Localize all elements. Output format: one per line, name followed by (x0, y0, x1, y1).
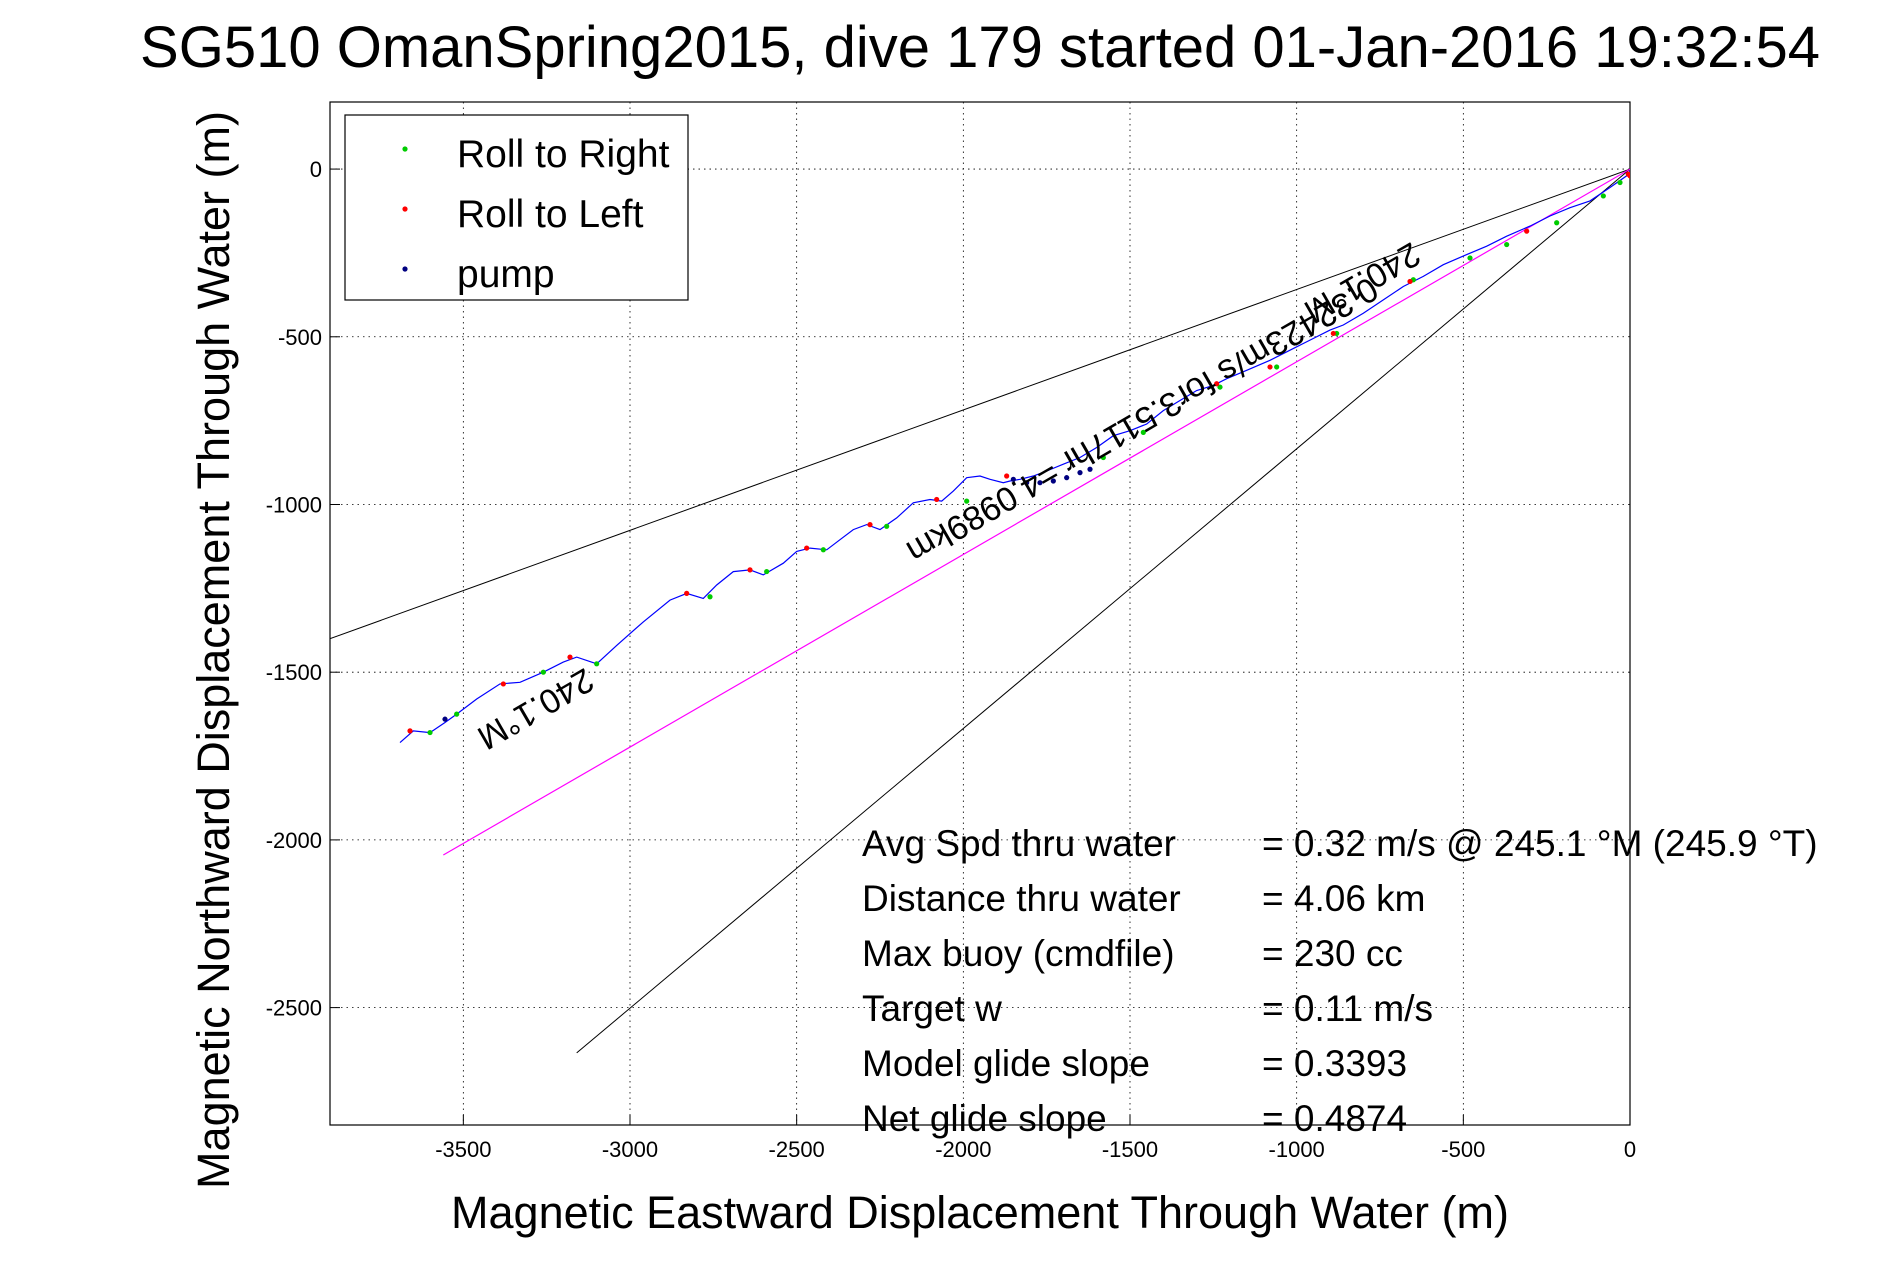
roll-right-marker (1100, 454, 1106, 461)
plot-area (330, 168, 1630, 1054)
stats-block: Avg Spd thru water = 0.32 m/s @ 245.1 °M … (862, 823, 1818, 1139)
y-axis-label: Magnetic Northward Displacement Through … (188, 111, 239, 1189)
roll-left-marker (934, 496, 940, 503)
roll-right-marker (707, 594, 713, 600)
legend: Roll to Right Roll to Left pump (344, 114, 689, 301)
x-axis-label: Magnetic Eastward Displacement Through W… (451, 1187, 1509, 1238)
plot-frame (329, 101, 1631, 1126)
y-tick-label: -2500 (266, 996, 322, 1021)
pump-marker (1064, 475, 1070, 481)
x-tick-label: -500 (1441, 1137, 1485, 1162)
roll-right-marker (1600, 193, 1606, 199)
stat-label: Model glide slope (862, 1043, 1150, 1084)
y-axis: 0 -500 -1000 -1500 -2000 -2500 (266, 157, 340, 1021)
roll-left-marker (1214, 381, 1220, 387)
pump-marker (1037, 480, 1043, 486)
stat-label: Net glide slope (862, 1098, 1107, 1139)
roll-left-marker (684, 590, 690, 596)
legend-label: pump (457, 253, 555, 296)
roll-right-marker (1467, 255, 1473, 261)
roll-right-marker (884, 523, 890, 529)
x-tick-label: -1500 (1102, 1137, 1158, 1162)
wedge-lines (330, 168, 1630, 1054)
x-axis: -3500 -3000 -2500 -2000 -1500 -1000 -500 0 (435, 1115, 1636, 1162)
stat-value: = 0.3393 (1262, 1043, 1407, 1084)
x-tick-label: -2000 (935, 1137, 991, 1162)
roll-right-marker (1617, 179, 1623, 186)
roll-right-marker (1554, 220, 1560, 226)
x-tick-label: 0 (1624, 1137, 1636, 1162)
x-tick-label: -2500 (769, 1137, 825, 1162)
roll-right-marker (764, 568, 770, 575)
x-tick-label: -3500 (435, 1137, 491, 1162)
legend-label: Roll to Right (457, 133, 670, 176)
y-tick-label: -1000 (266, 492, 322, 517)
y-tick-label: -500 (278, 325, 322, 350)
stat-value: = 4.06 km (1262, 878, 1426, 919)
roll-right-marker (1140, 429, 1146, 435)
roll-left-marker (500, 681, 506, 687)
stat-value: = 0.32 m/s @ 245.1 °M (245.9 °T) (1262, 823, 1818, 864)
roll-right-marker (594, 661, 600, 667)
legend-swatch (402, 266, 408, 272)
pump-marker (1050, 478, 1056, 484)
x-tick-label: -3000 (602, 1137, 658, 1162)
pump-marker (1077, 470, 1083, 476)
legend-swatch (402, 206, 408, 212)
roll-right-marker (427, 729, 433, 736)
roll-right-marker (1217, 384, 1223, 390)
roll-left-marker (867, 522, 873, 528)
pump-marker (1010, 476, 1016, 482)
wedge-line (330, 168, 1630, 640)
roll-left-marker (1627, 173, 1630, 179)
roll-left-marker (567, 654, 573, 660)
roll-right-marker (540, 669, 546, 675)
y-tick-label: -2000 (266, 828, 322, 853)
roll-right-marker (1504, 241, 1510, 248)
roll-right-marker (454, 711, 460, 717)
roll-left-marker (747, 567, 753, 573)
stat-value: = 0.11 m/s (1262, 988, 1433, 1029)
wedge-line (576, 168, 1630, 1054)
pump-marker (442, 716, 448, 722)
heading-annotation: 0.32423m/s for3.5117hr =4.0989km (900, 269, 1384, 570)
roll-left-marker (804, 545, 810, 551)
roll-right-marker (820, 547, 826, 553)
roll-left-marker (1267, 364, 1273, 370)
track-line (399, 170, 1630, 744)
roll-left-marker (1407, 278, 1413, 285)
stat-label: Distance thru water (862, 878, 1181, 919)
y-tick-label: -1500 (266, 660, 322, 685)
heading-annotation: 240.1°M (471, 660, 600, 756)
roll-left-marker (407, 728, 413, 734)
stat-label: Target w (862, 988, 1002, 1029)
stat-label: Max buoy (cmdfile) (862, 933, 1175, 974)
chart-title: SG510 OmanSpring2015, dive 179 started 0… (140, 15, 1820, 80)
legend-swatch (402, 146, 408, 152)
roll-left-marker (1330, 330, 1336, 337)
roll-left-marker (1524, 228, 1530, 234)
x-tick-label: -1000 (1269, 1137, 1325, 1162)
stat-label: Avg Spd thru water (862, 823, 1176, 864)
stat-value: = 0.4874 (1262, 1098, 1407, 1139)
pump-marker (1087, 466, 1093, 472)
markers (407, 171, 1630, 736)
pump-marker (1024, 480, 1030, 486)
legend-label: Roll to Left (457, 193, 644, 236)
stat-value: = 230 cc (1262, 933, 1403, 974)
heading-line (442, 168, 1630, 856)
roll-right-marker (1274, 364, 1280, 370)
legend-box (344, 114, 689, 301)
y-tick-label: 0 (310, 157, 322, 182)
roll-right-marker (964, 498, 970, 504)
roll-left-marker (1004, 473, 1010, 479)
